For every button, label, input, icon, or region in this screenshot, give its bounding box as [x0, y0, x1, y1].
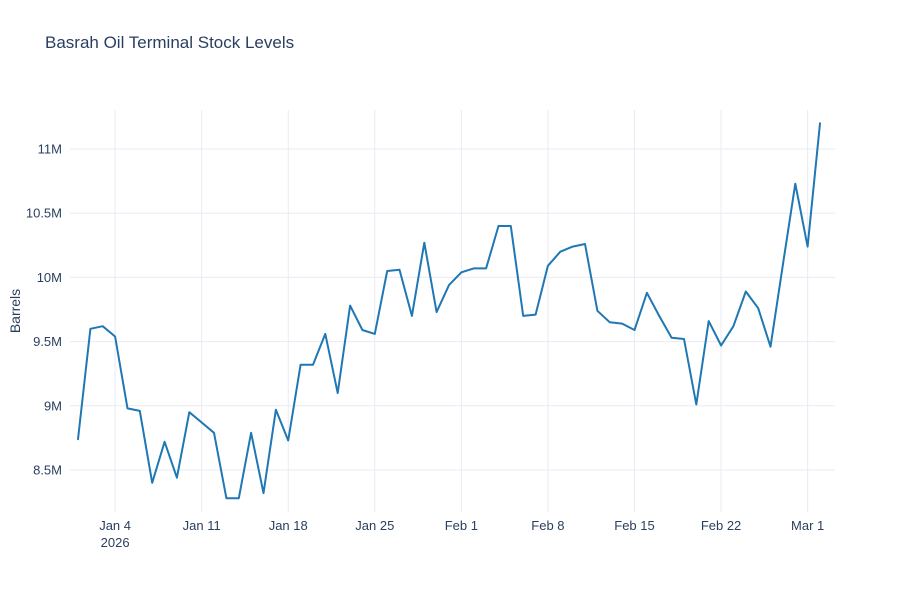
chart-title: Basrah Oil Terminal Stock Levels: [45, 33, 295, 52]
y-tick-label: 11M: [38, 142, 62, 157]
y-tick-label: 8.5M: [33, 463, 62, 478]
x-tick-year-label: 2026: [101, 535, 130, 550]
y-tick-label: 10M: [37, 270, 62, 285]
x-tick-label: Feb 1: [445, 518, 478, 533]
x-tick-label: Jan 18: [269, 518, 308, 533]
stock-level-line[interactable]: [77, 122, 821, 500]
x-tick-label: Jan 11: [183, 518, 221, 533]
x-tick-label: Jan 4: [99, 518, 131, 533]
y-tick-label: 9.5M: [33, 334, 62, 349]
x-tick-label: Feb 15: [614, 518, 654, 533]
x-tick-label: Mar 1: [791, 518, 824, 533]
x-tick-label: Jan 25: [355, 518, 394, 533]
x-tick-label: Feb 22: [701, 518, 741, 533]
y-tick-label: 10.5M: [26, 206, 62, 221]
y-axis-title: Barrels: [7, 288, 23, 334]
y-tick-label: 9M: [44, 398, 62, 413]
x-tick-label: Feb 8: [531, 518, 564, 533]
